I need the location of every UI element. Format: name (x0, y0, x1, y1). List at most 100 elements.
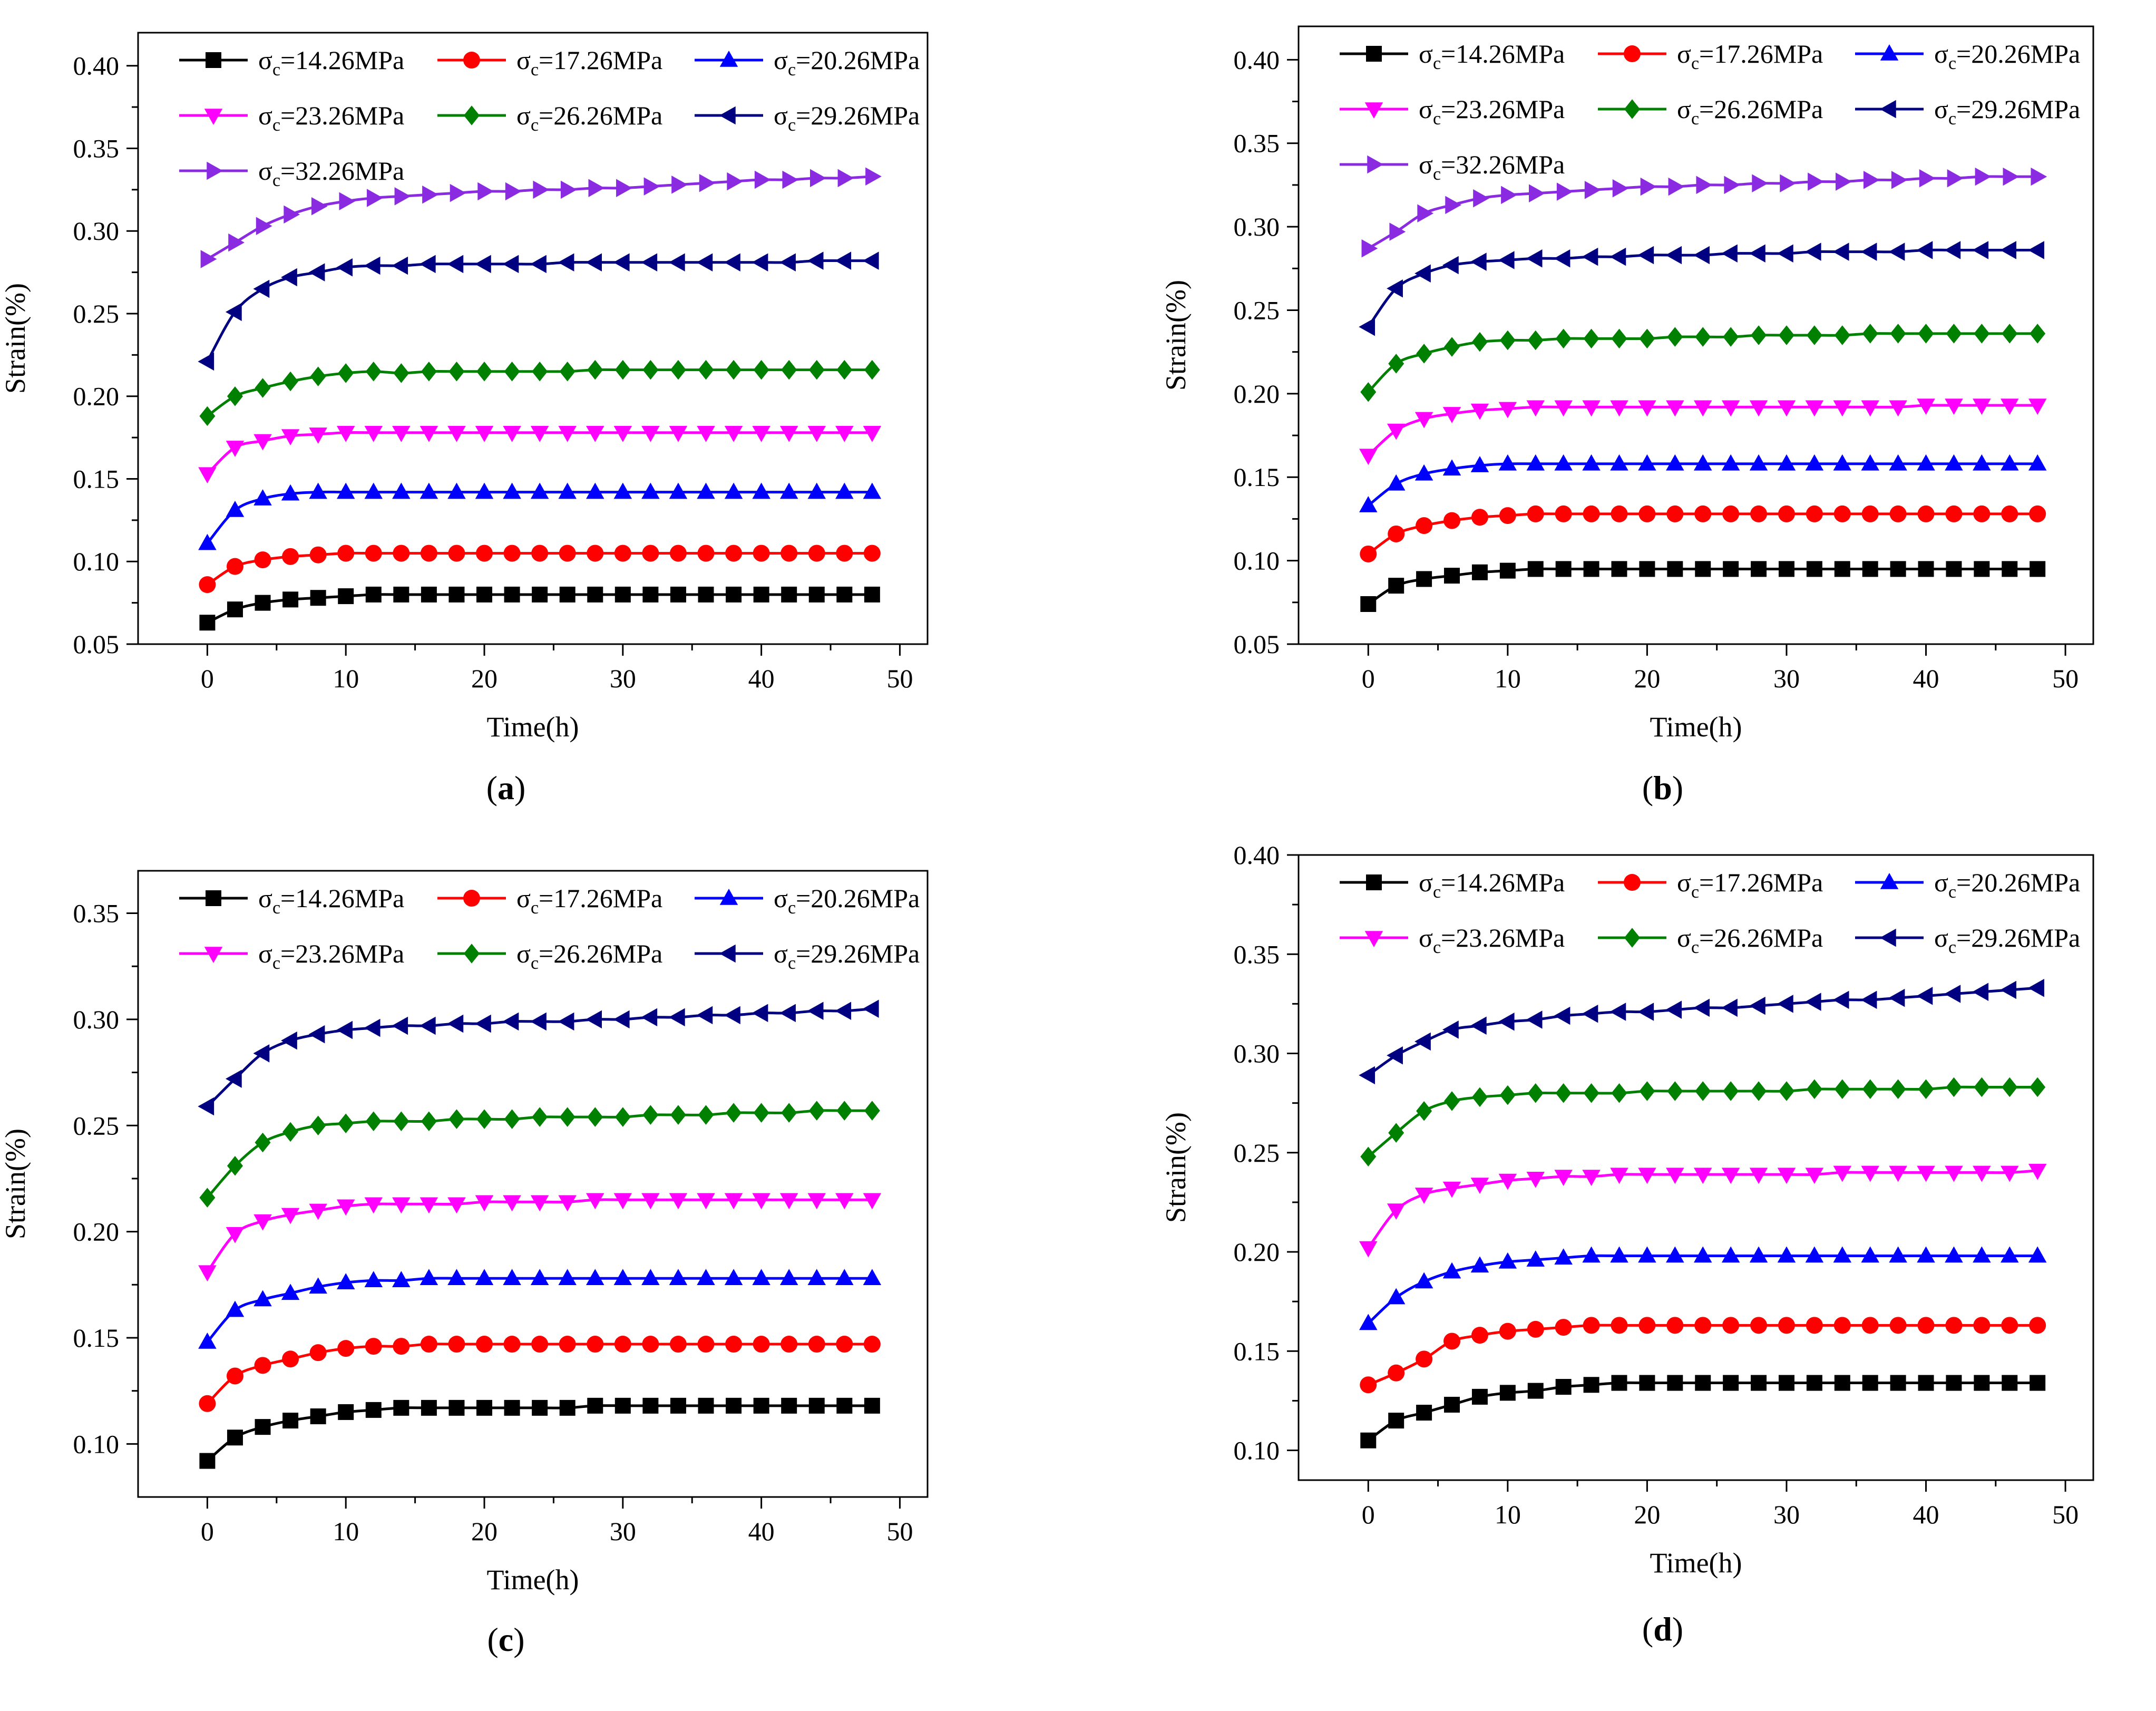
data-point (1667, 1375, 1683, 1391)
data-point (558, 1012, 574, 1031)
data-point (1806, 1375, 1822, 1391)
data-point (1498, 1173, 1517, 1190)
legend-value: =17.26MPa (1699, 868, 1823, 897)
data-point (475, 1195, 494, 1212)
data-point (1555, 561, 1572, 577)
x-axis-title: Time(h) (1650, 711, 1742, 743)
data-point (475, 1269, 494, 1285)
panel-caption: (a) (486, 769, 526, 806)
data-point (726, 1103, 742, 1123)
data-point (1555, 328, 1572, 349)
data-point (559, 1399, 575, 1416)
data-point (1499, 330, 1516, 351)
legend-symbol: σ (1419, 923, 1433, 952)
y-axis: 0.10 0.15 0.20 0.25 0.30 0.35 0.40 (1234, 840, 1299, 1465)
legend-symbol: σ (1419, 94, 1433, 124)
data-point (1583, 1377, 1599, 1393)
data-point (1610, 400, 1628, 417)
data-point (1752, 174, 1769, 193)
legend-symbol: σ (516, 101, 531, 130)
data-point (808, 1101, 825, 1121)
data-point (1917, 1246, 1935, 1263)
series-3 (198, 1193, 882, 1282)
legend-value: =23.26MPa (1441, 94, 1565, 124)
data-point (281, 1031, 297, 1050)
data-point (808, 1397, 825, 1414)
data-point (309, 1277, 327, 1294)
data-point (641, 1008, 658, 1027)
data-point (1388, 1123, 1404, 1143)
x-tick-label: 40 (1913, 1500, 1939, 1529)
data-point (1498, 1252, 1517, 1269)
y-tick-label: 0.35 (1234, 129, 1280, 158)
data-point (643, 177, 660, 196)
data-point (1638, 505, 1656, 522)
series-line (1367, 986, 2038, 1076)
legend-value: =20.26MPa (796, 45, 920, 75)
data-point (448, 1399, 465, 1416)
data-point (1694, 505, 1712, 522)
legend-symbol: σ (1677, 39, 1691, 69)
x-axis: 0 10 20 30 40 50 (201, 1497, 913, 1546)
data-point (1917, 505, 1935, 522)
data-point (476, 1399, 493, 1416)
data-point (1751, 1375, 1767, 1391)
series-0 (199, 586, 880, 631)
data-point (835, 251, 852, 270)
data-point (282, 591, 299, 608)
data-point (1945, 505, 1963, 522)
series-1 (1360, 505, 2046, 562)
data-point (1778, 1317, 1795, 1334)
y-axis: 0.05 0.10 0.15 0.20 0.25 0.30 0.35 0.40 (73, 51, 138, 659)
data-point (753, 545, 770, 562)
data-point (255, 378, 271, 398)
data-point (200, 250, 217, 268)
data-point (808, 359, 825, 380)
data-point (1527, 330, 1544, 351)
legend-item-3: σc=23.26MPa (1340, 923, 1565, 957)
data-point (752, 482, 770, 499)
data-point (1806, 325, 1822, 345)
data-point (642, 1336, 659, 1353)
data-point (754, 170, 771, 189)
data-point (1806, 1317, 1823, 1334)
x-axis: 0 10 20 30 40 50 (201, 644, 913, 693)
legend-label: σc=17.26MPa (516, 883, 662, 918)
data-point (1890, 1375, 1906, 1391)
data-point (1975, 167, 1992, 186)
data-point (1973, 505, 1991, 522)
data-point (253, 489, 272, 505)
data-point (227, 1156, 243, 1176)
data-point (1470, 403, 1489, 420)
data-point (1499, 1385, 1516, 1401)
data-point (1414, 1032, 1431, 1051)
data-point (1693, 998, 1710, 1017)
data-point (1947, 169, 1964, 188)
data-point (1555, 1083, 1572, 1103)
data-point (726, 1397, 742, 1414)
data-point (364, 1271, 383, 1287)
data-point (726, 586, 742, 602)
data-point (1916, 987, 1933, 1005)
data-point (338, 588, 354, 605)
data-point (559, 1336, 576, 1353)
legend-item-2: σc=20.26MPa (695, 45, 920, 80)
data-point (1945, 1317, 1963, 1334)
data-point (392, 482, 411, 499)
data-point (447, 255, 464, 274)
legend-subscript: c (1691, 938, 1699, 957)
data-point (226, 1227, 245, 1243)
data-point (807, 1269, 826, 1285)
data-point (1665, 246, 1682, 265)
data-point (281, 268, 297, 287)
legend-label: σc=14.26MPa (258, 45, 404, 80)
legend-item-0: σc=14.26MPa (1340, 868, 1565, 902)
legend-subscript: c (531, 898, 539, 918)
data-point (1805, 454, 1824, 471)
legend-marker (719, 106, 736, 125)
y-axis-title: Strain(%) (0, 283, 31, 394)
y-axis-title: Strain(%) (1160, 1112, 1192, 1223)
data-point (1638, 1317, 1656, 1334)
plot-frame (137, 32, 929, 645)
y-tick-label: 0.15 (1234, 1336, 1280, 1366)
